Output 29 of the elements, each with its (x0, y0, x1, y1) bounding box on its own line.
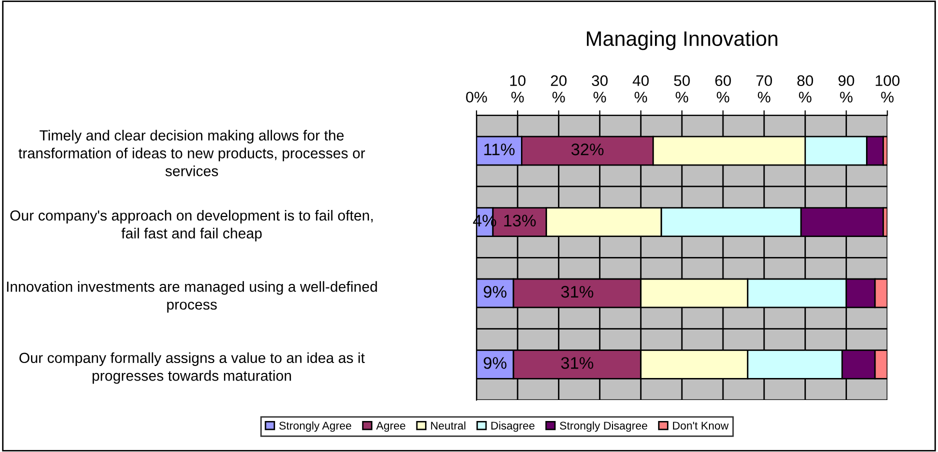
x-tick-label: 0% (466, 92, 487, 103)
legend-label: Agree (376, 422, 406, 432)
legend-label: Neutral (431, 421, 466, 430)
x-tick-label: 60 % (715, 75, 731, 102)
data-label: 11% (484, 144, 515, 156)
y-tick-label: Our company formally assigns a value to an idea as it progresses towards maturation (19, 352, 365, 384)
x-tick-label: 90 % (838, 75, 854, 102)
data-label: 31% (561, 286, 594, 298)
data-label: 9% (484, 357, 506, 369)
x-tick-label: 70 % (756, 75, 772, 102)
data-label: 31% (561, 357, 594, 369)
data-label: 13% (504, 214, 536, 227)
y-tick-label: Timely and clear decision making allows for the transformation of ideas to new products, processes or services (18, 130, 366, 176)
legend-label: Don't Know (673, 422, 729, 430)
legend-label: Strongly Disagree (560, 421, 648, 432)
data-label: 9% (484, 286, 506, 298)
x-tick-label: 80 % (797, 75, 814, 102)
x-tick-label: 100 % (876, 75, 900, 102)
data-label: 32% (571, 144, 604, 156)
x-tick-label: 10 % (510, 75, 526, 102)
x-tick-label: 30 % (592, 75, 608, 102)
legend-label: Disagree (491, 421, 534, 432)
y-tick-label: Our company's approach on development is to fail often, fail fast and fail cheap (10, 210, 373, 242)
legend-label: Strongly Agree (279, 421, 352, 432)
y-tick-label: Innovation investments are managed using a well-defined process (7, 281, 377, 313)
chart-title: Managing Innovation (586, 30, 778, 50)
x-tick-label: 20 % (550, 75, 567, 102)
x-tick-label: 50 % (674, 75, 690, 102)
x-tick-label: 40 % (632, 75, 649, 102)
